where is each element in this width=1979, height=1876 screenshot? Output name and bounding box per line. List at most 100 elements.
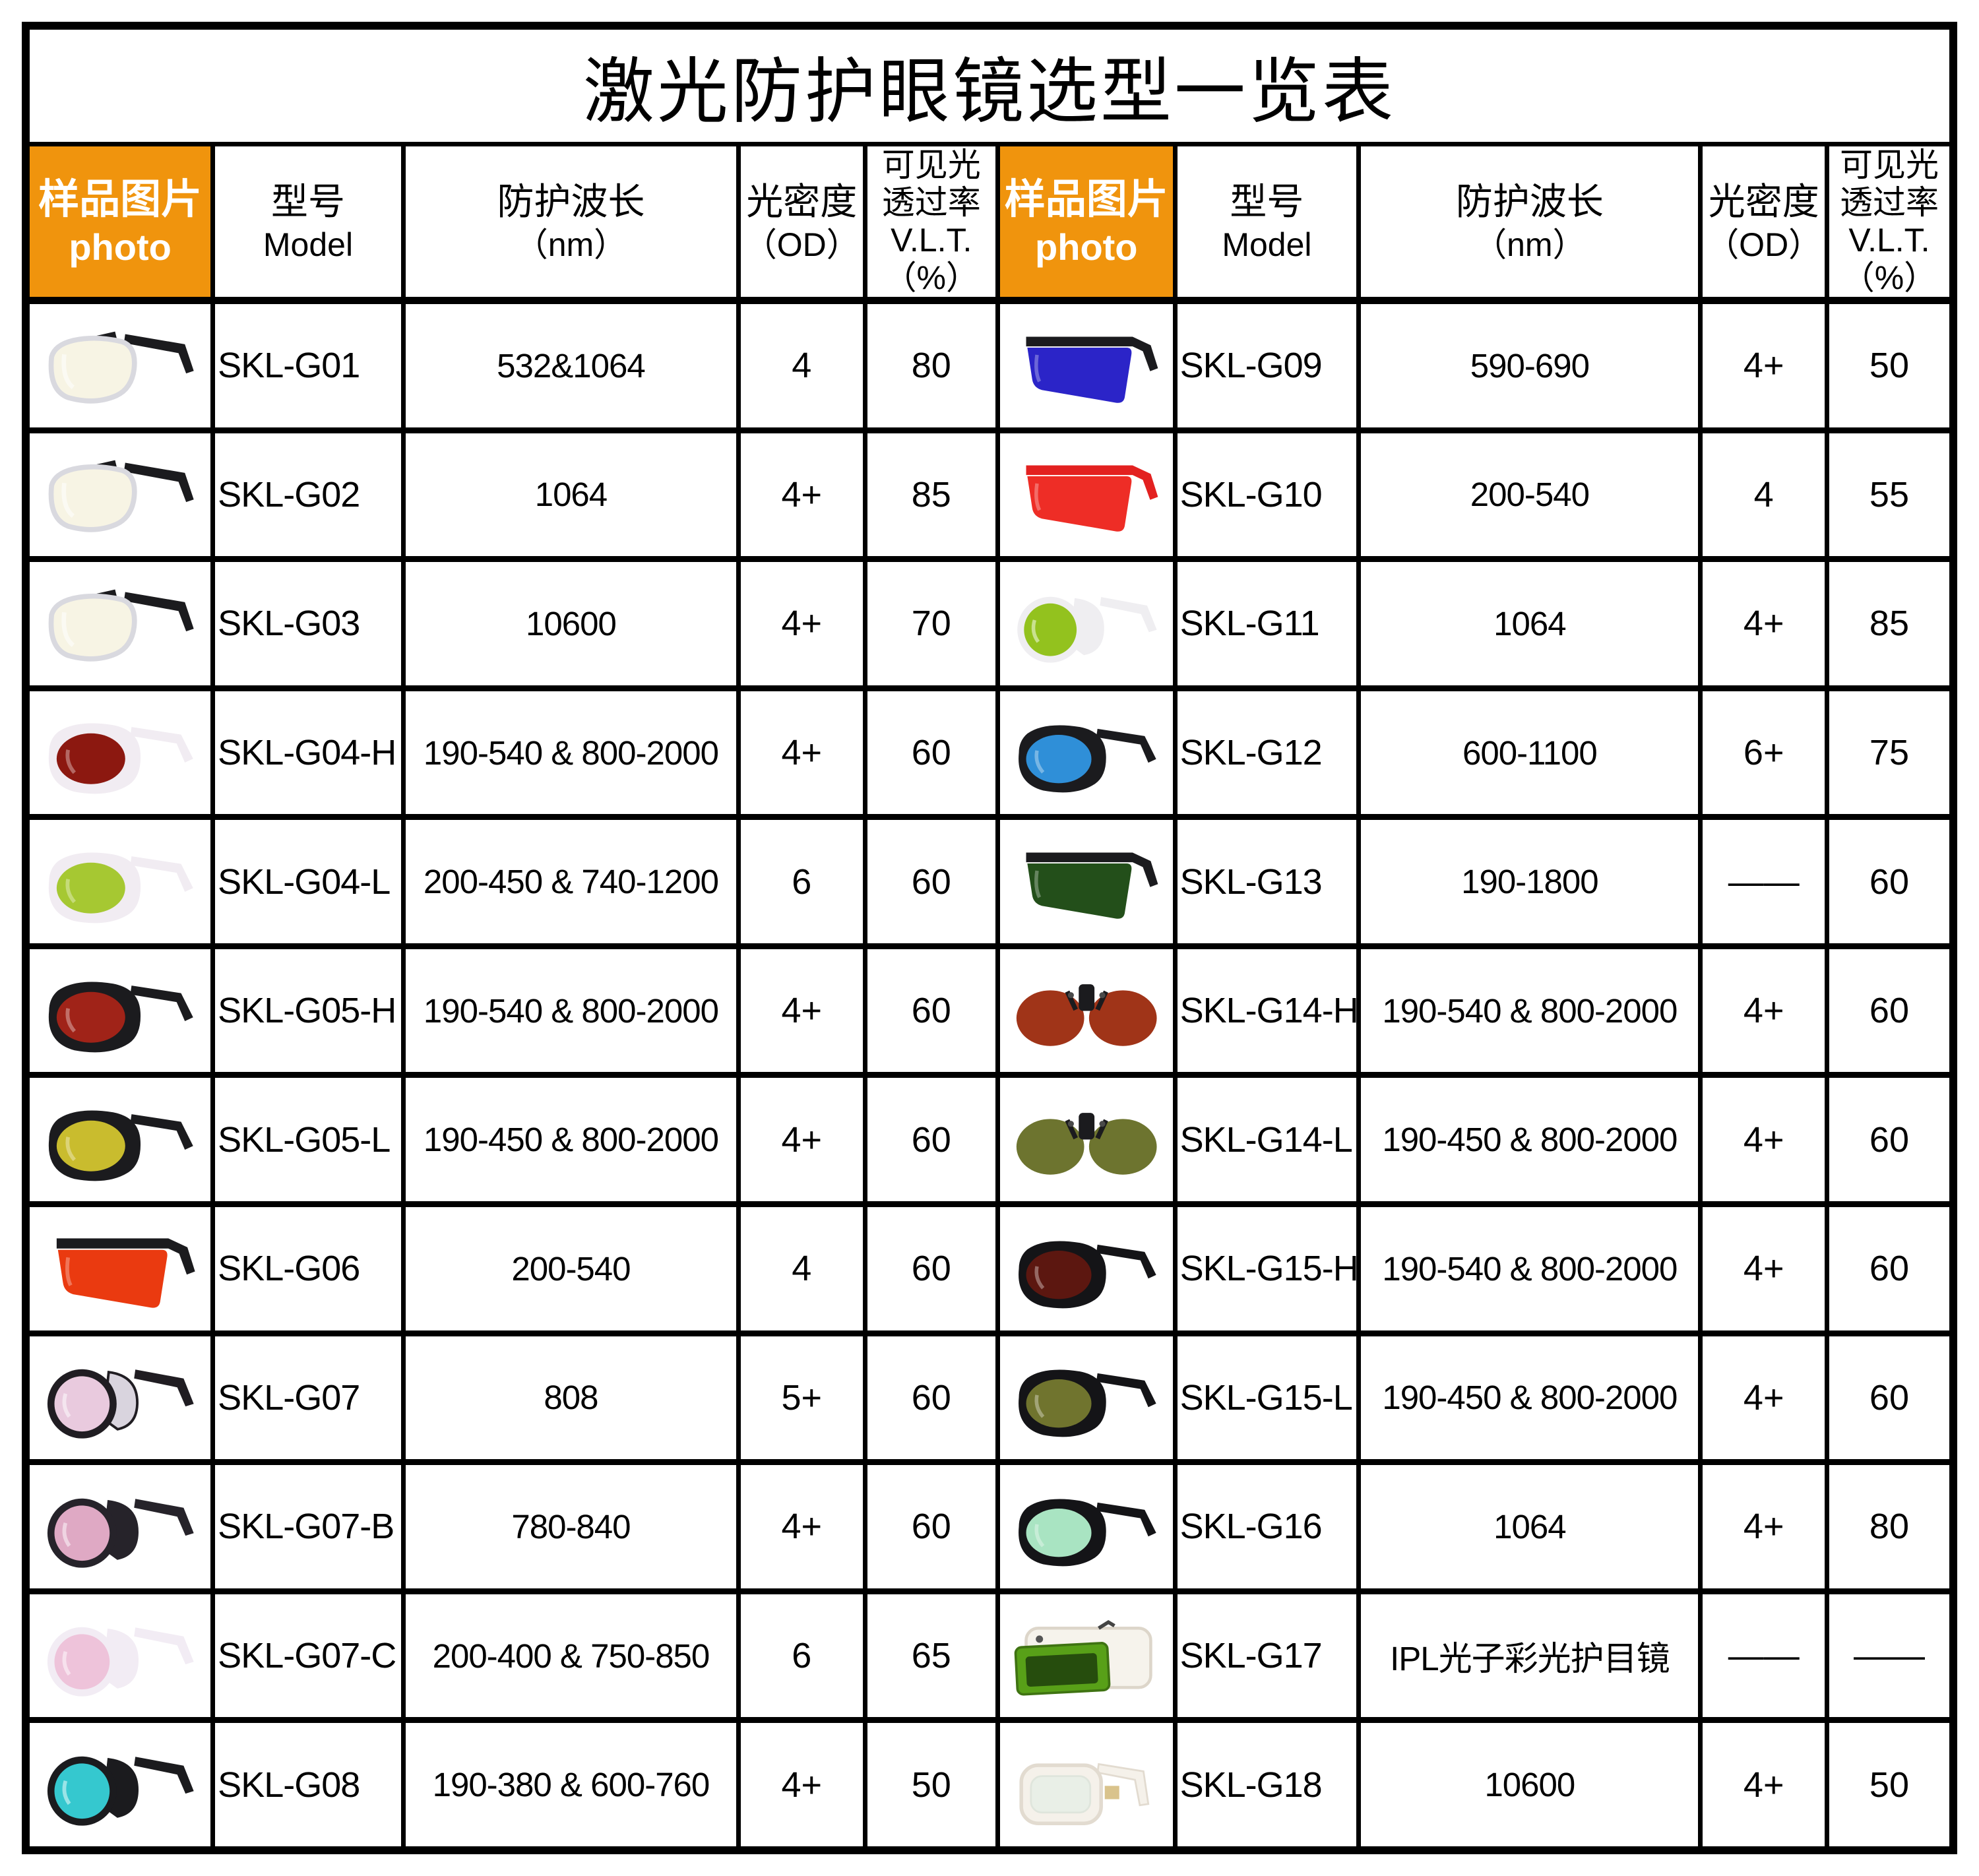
table-body: SKL-G01 532&1064 4 80 SKL-G09 590-690 4+… [23,297,1956,1854]
cell-model: SKL-G03 [210,556,406,691]
header-vlt-line: 可见光 [881,146,981,184]
cell-od: 4+ [1698,1330,1829,1466]
cell-od: 4+ [736,943,867,1079]
header-photo-right: 样品图片 photo [995,142,1178,304]
header-model-left: 型号 Model [210,142,406,304]
header-model-right: 型号 Model [1172,142,1362,304]
cell-od: 4+ [736,1717,867,1854]
cell-vlt: 60 [862,685,1000,821]
cell-model: SKL-G05-H [210,943,406,1079]
black-frame-blue-lens-goggles-icon [1018,725,1156,792]
header-vlt-line: （%） [883,259,979,296]
cell-vlt: 75 [1824,685,1956,821]
header-vlt-line: 透过率 [1839,184,1939,221]
cell-od: —— [1698,1588,1829,1724]
table-row: SKL-G07-B 780-840 4+ 60 SKL-G16 1064 4+ … [23,1459,1956,1594]
cell-wavelength: 1064 [1356,1459,1703,1594]
header-wavelength-zh: 防护波长 [1455,181,1604,222]
cell-wavelength: 200-540 [400,1201,741,1336]
table-row: SKL-G07-C 200-400 & 750-850 6 65 SKL-G17… [23,1588,1956,1724]
cell-model: SKL-G01 [210,297,406,433]
cell-vlt: 50 [1824,297,1956,433]
cell-vlt: 50 [1824,1717,1956,1854]
cell-model: SKL-G15-H [1172,1201,1362,1336]
cell-od: —— [1698,814,1829,949]
clear-frame-safety-glasses-icon [48,589,194,662]
cell-model: SKL-G11 [1172,556,1362,691]
clip-on-brown-red-lenses-icon [1016,984,1157,1046]
table-row: SKL-G08 190-380 & 600-760 4+ 50 SKL-G18 … [23,1717,1956,1854]
cell-vlt: 60 [1824,1072,1956,1208]
header-photo-zh: 样品图片 [38,176,203,222]
cell-model: SKL-G07-B [210,1459,406,1594]
header-photo-en: photo [1035,226,1138,268]
cell-wavelength: 190-540 & 800-2000 [400,943,741,1079]
table-row: SKL-G04-H 190-540 & 800-2000 4+ 60 SKL-G… [23,685,1956,821]
header-vlt-line: （%） [1841,259,1937,296]
table-row: SKL-G07 808 5+ 60 SKL-G15-L 190-450 & 80… [23,1330,1956,1466]
cell-wavelength: 200-540 [1356,427,1703,563]
glasses-photo [23,297,216,433]
white-frame-yellow-green-lens-goggles-icon [48,852,193,923]
header-vlt-right: 可见光 透过率 V.L.T. （%） [1824,142,1956,304]
header-wavelength-right: 防护波长 （nm） [1356,142,1703,304]
cell-vlt: 60 [1824,1201,1956,1336]
cell-wavelength: 190-450 & 800-2000 [1356,1330,1703,1466]
glasses-photo [23,1459,216,1594]
cell-wavelength: 532&1064 [400,297,741,433]
cell-wavelength: 10600 [400,556,741,691]
cell-vlt: 60 [862,814,1000,949]
header-od-right: 光密度 （OD） [1698,142,1829,304]
white-frame-dark-red-lens-goggles-icon [48,723,193,794]
cell-od: 4+ [736,1459,867,1594]
cell-wavelength: 190-450 & 800-2000 [400,1072,741,1208]
header-row: 样品图片 photo 型号 Model 防护波长 （nm） 光密度 （OD） 可… [23,142,1956,304]
white-frame-glasses-pale-lens-icon [1019,1763,1149,1826]
glasses-photo [23,814,216,949]
cell-od: 4+ [1698,556,1829,691]
glasses-photo [23,1072,216,1208]
black-frame-blue-shield-glasses-icon [1026,336,1158,403]
cell-model: SKL-G07-C [210,1588,406,1724]
glasses-photo [995,1459,1178,1594]
header-wavelength-unit: （nm） [1474,226,1586,263]
black-frame-dark-green-shield-glasses-icon [1026,852,1158,919]
table-row: SKL-G05-L 190-450 & 800-2000 4+ 60 SKL-G… [23,1072,1956,1208]
black-frame-pink-lens-glasses-icon [47,1369,194,1439]
black-frame-dark-red-lens-goggles-icon [1018,1241,1156,1309]
header-vlt-left: 可见光 透过率 V.L.T. （%） [862,142,1000,304]
cell-vlt: 60 [862,943,1000,1079]
cell-wavelength: 590-690 [1356,297,1703,433]
table-row: SKL-G04-L 200-450 & 740-1200 6 60 SKL-G1… [23,814,1956,949]
cell-vlt: 85 [1824,556,1956,691]
cell-od: 4+ [736,685,867,821]
cell-model: SKL-G05-L [210,1072,406,1208]
cell-vlt: 55 [1824,427,1956,563]
glasses-photo [23,1588,216,1724]
cell-vlt: 70 [862,556,1000,691]
cell-wavelength: 1064 [1356,556,1703,691]
cell-model: SKL-G18 [1172,1717,1362,1854]
cell-vlt: 60 [862,1330,1000,1466]
cell-od: 4 [1698,427,1829,563]
clear-frame-safety-glasses-icon [48,460,194,532]
glasses-photo [995,814,1178,949]
black-frame-pink-lens-glasses-icon [47,1498,194,1568]
title-row: 激光防护眼镜选型一览表 [26,26,1953,146]
page-title: 激光防护眼镜选型一览表 [26,26,1953,146]
cell-model: SKL-G04-L [210,814,406,949]
header-wavelength-left: 防护波长 （nm） [400,142,741,304]
cell-od: 6+ [1698,685,1829,821]
cell-model: SKL-G13 [1172,814,1362,949]
header-wavelength-unit: （nm） [515,226,627,263]
table-row: SKL-G01 532&1064 4 80 SKL-G09 590-690 4+… [23,297,1956,433]
header-model-zh: 型号 [271,181,345,222]
header-photo-left: 样品图片 photo [23,142,216,304]
cell-model: SKL-G12 [1172,685,1362,821]
glasses-photo [995,1072,1178,1208]
glasses-photo [23,1330,216,1466]
cell-wavelength: 190-450 & 800-2000 [1356,1072,1703,1208]
cell-wavelength: 200-400 & 750-850 [400,1588,741,1724]
glasses-photo [23,1717,216,1854]
cell-vlt: 60 [862,1459,1000,1594]
